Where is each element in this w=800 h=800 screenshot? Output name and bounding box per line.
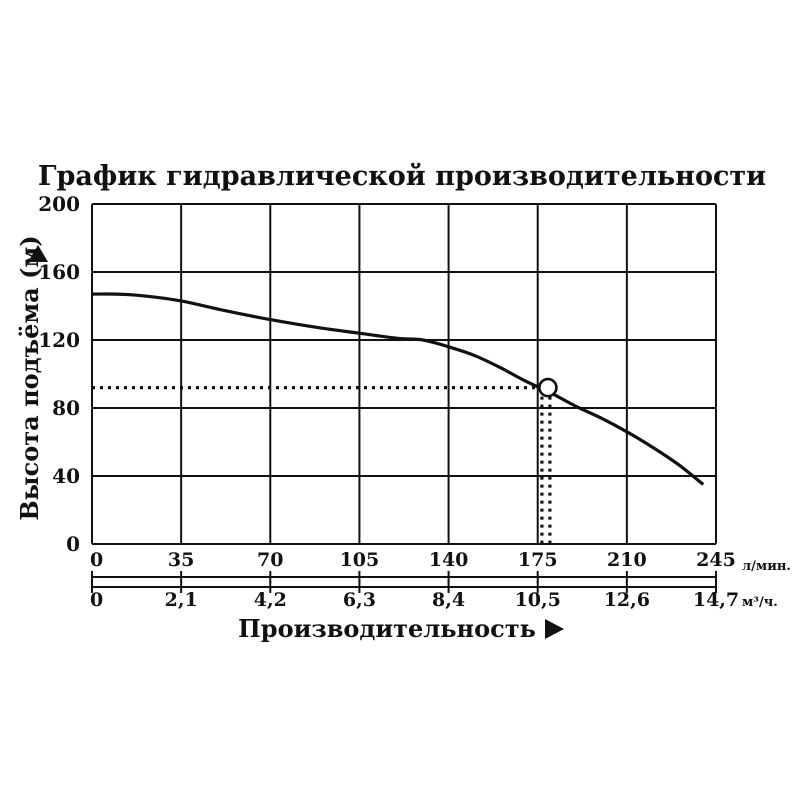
x2-axis-tick-label: 10,5: [515, 589, 561, 611]
x-axis-tick-label: 140: [429, 549, 469, 571]
chart-title: График гидравлической производительности: [38, 161, 766, 192]
y-tick-label: 0: [66, 532, 80, 556]
x-axis-label: Производительность: [238, 614, 536, 643]
operating-point-marker: [538, 377, 558, 398]
x-axis-tick-label: 245: [696, 549, 736, 571]
operating-point-guides: [92, 386, 552, 544]
x2-axis-tick-label: 0: [90, 589, 103, 611]
y-tick-label: 160: [38, 260, 80, 284]
x2-unit-label: м³/ч.: [742, 595, 778, 610]
x2-axis-tick-label: 8,4: [432, 589, 465, 611]
y-tick-label: 120: [38, 328, 80, 352]
y-axis-arrow-icon: [28, 245, 48, 262]
x-unit-label: л/мин.: [742, 559, 791, 574]
x-axis: 0 35 70 105 140 175 210 245: [90, 549, 736, 583]
x-axis-tick-label: 105: [340, 549, 380, 571]
y-axis-label: Высота подъёма (м): [15, 235, 44, 520]
x2-axis-tick-label: 2,1: [165, 589, 198, 611]
x-axis-tick-label: 70: [257, 549, 283, 571]
x-axis-tick-label: 175: [518, 549, 558, 571]
y-tick-label: 80: [52, 396, 80, 420]
performance-curve: [91, 292, 705, 486]
y-tick-labels: 0 40 80 120 160 200: [38, 192, 80, 556]
x2-axis-tick-label: 6,3: [343, 589, 376, 611]
x2-axis-tick-label: 12,6: [604, 589, 650, 611]
x-axis-arrow-icon: [545, 619, 564, 639]
x-axis-tick-label: 35: [168, 549, 194, 571]
x2-axis-tick-label: 14,7: [693, 589, 739, 611]
y-tick-label: 40: [52, 464, 80, 488]
x2-axis: 0 2,1 4,2 6,3 8,4 10,5 12,6 14,7: [90, 581, 739, 611]
x-axis-tick-label: 210: [607, 549, 647, 571]
y-tick-label: 200: [38, 192, 80, 216]
x2-axis-tick-label: 4,2: [254, 589, 287, 611]
grid: [91, 203, 717, 545]
x-axis-tick-label: 0: [90, 549, 103, 571]
